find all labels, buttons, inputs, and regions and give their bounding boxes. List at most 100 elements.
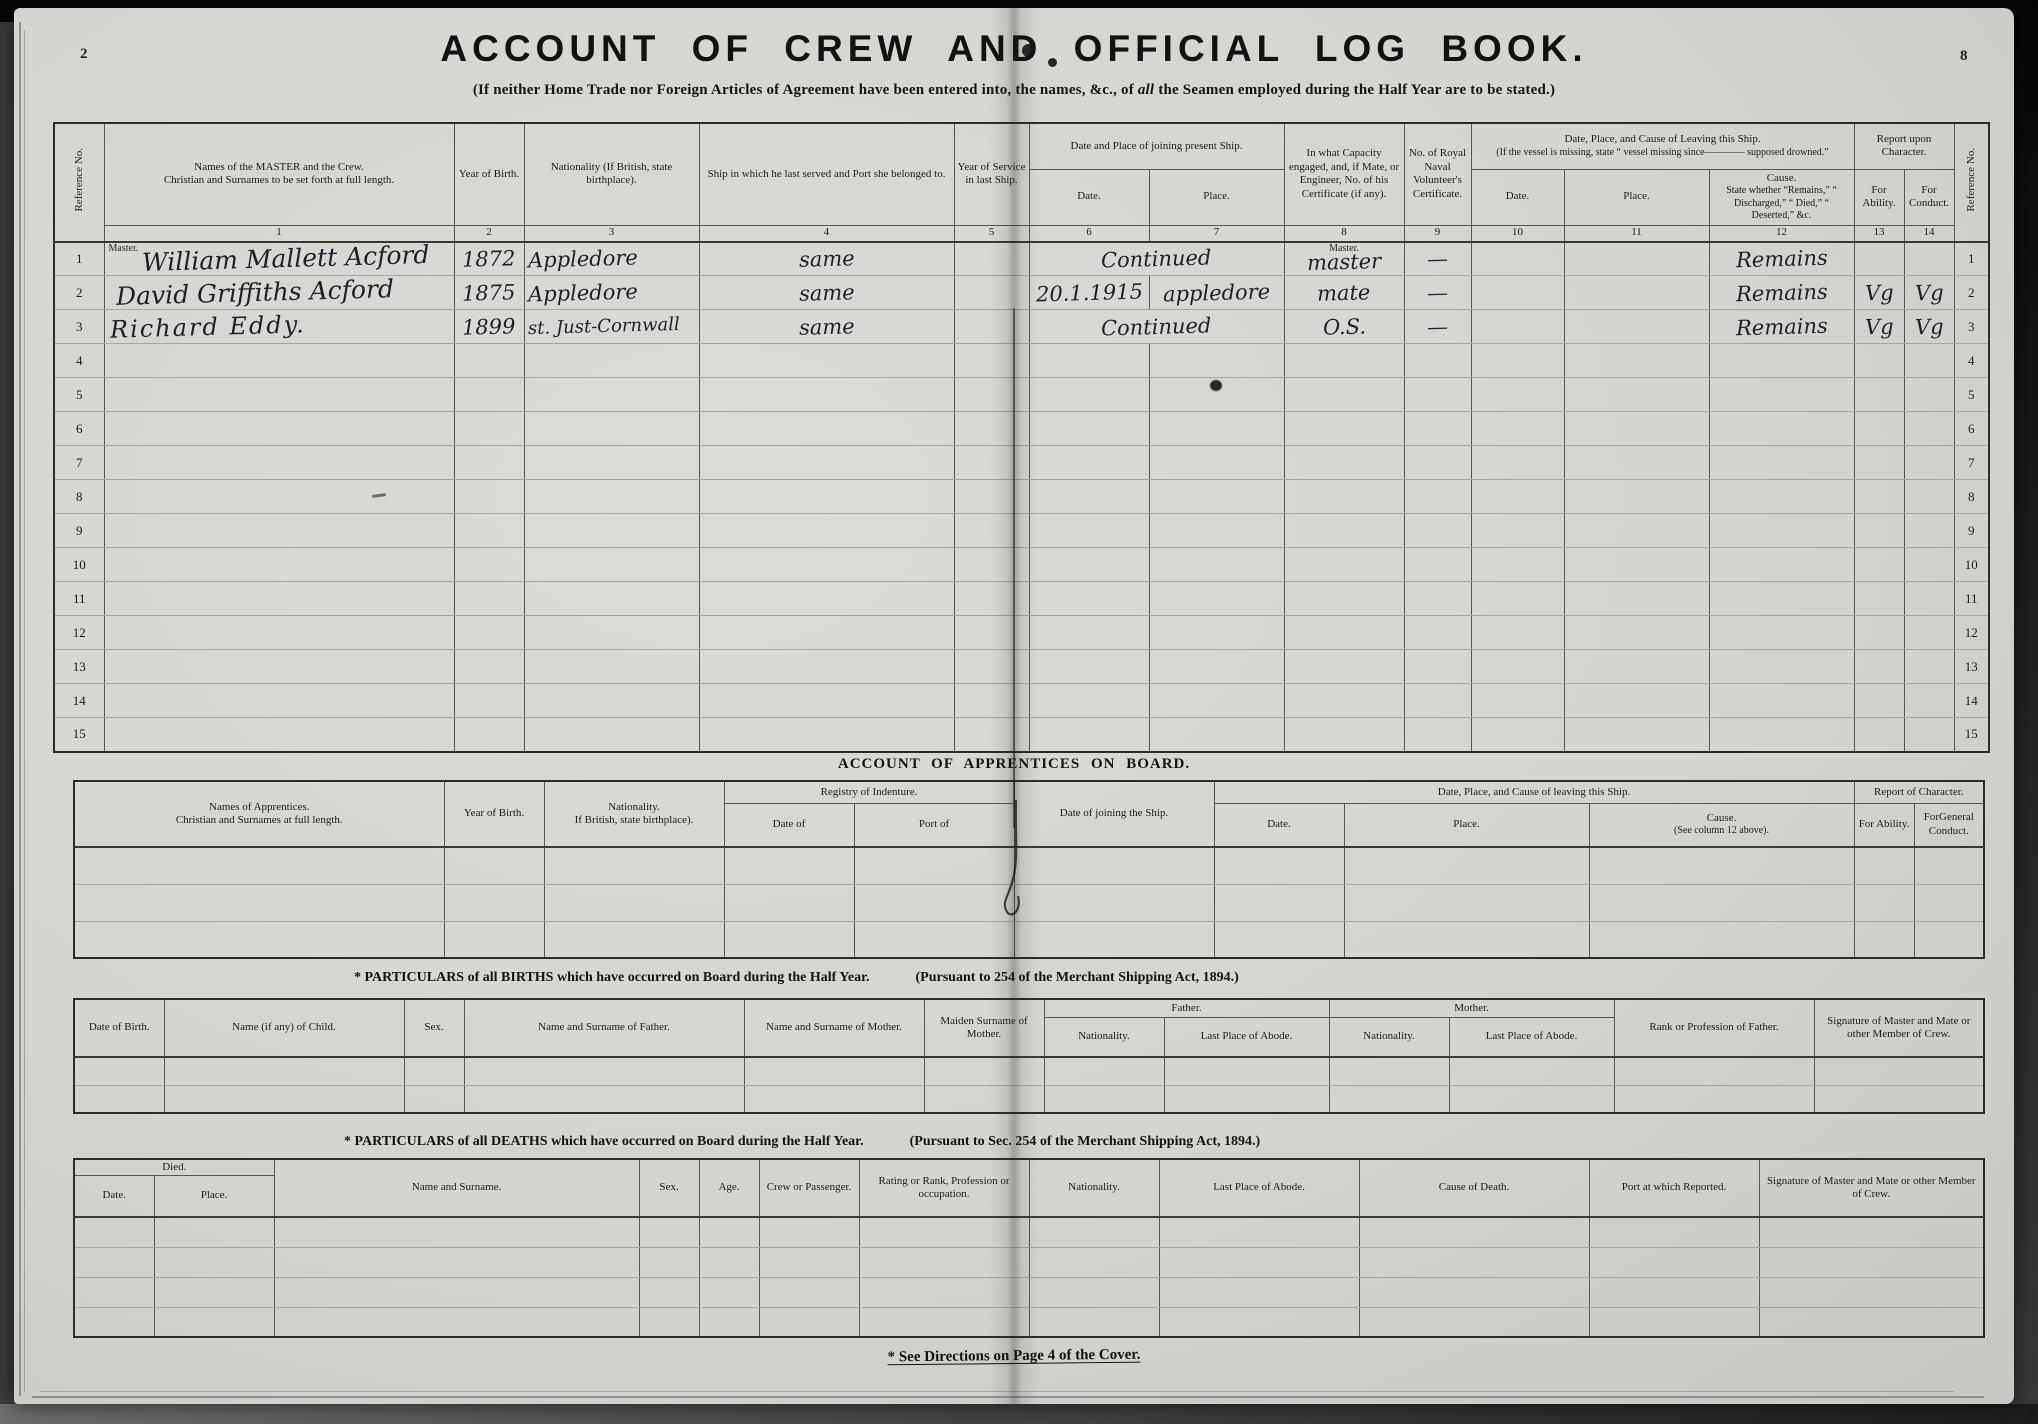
names-header: Names of the MASTER and the Crew. Christi… [103, 122, 455, 226]
joining-date-cell: 20.1.1915 [1028, 275, 1150, 310]
capacity-cell: mate [1283, 275, 1405, 310]
empty-cell [1158, 1276, 1360, 1308]
crew-name: Richard Eddy. [109, 309, 306, 344]
row-number: 5 [1953, 377, 1990, 412]
empty-cell [1913, 920, 1985, 959]
death-name-header: Name and Surname. [273, 1158, 640, 1218]
last-ship-cell: same [698, 241, 955, 276]
cause-entry: Remains [1735, 245, 1828, 273]
empty-cell [1813, 1056, 1985, 1086]
leaving-place-cell [1563, 275, 1710, 310]
empty-cell [698, 1216, 760, 1248]
leaving-group-header: Date, Place, and Cause of Leaving this S… [1470, 122, 1855, 170]
empty-cell [1708, 581, 1855, 616]
empty-cell [103, 547, 455, 582]
empty-cell [1028, 377, 1150, 412]
column-number: 5 [953, 224, 1030, 242]
empty-cell [698, 1306, 760, 1338]
year-of-service-cell [953, 241, 1030, 276]
rnv-cell: — [1403, 309, 1472, 344]
empty-cell [1148, 683, 1285, 718]
empty-cell [698, 717, 955, 752]
year-of-service-cell [953, 309, 1030, 344]
empty-cell [953, 649, 1030, 684]
empty-cell [1283, 411, 1405, 446]
death-row-empty [73, 1306, 1985, 1338]
row-number: 13 [1953, 649, 1990, 684]
capacity: master [1306, 248, 1382, 275]
year-of-service-cell [953, 275, 1030, 310]
rnv-entry: — [1426, 246, 1449, 272]
death-port-header: Port at which Reported. [1588, 1158, 1760, 1218]
empty-cell [1358, 1276, 1590, 1308]
reference-no-header-right: Reference No. [1953, 122, 1990, 242]
master-printed-label: Master. [1329, 242, 1359, 254]
empty-cell [1328, 1056, 1450, 1086]
empty-cell [953, 445, 1030, 480]
empty-cell [1148, 581, 1285, 616]
last-ship-cell: same [698, 309, 955, 344]
cause-header-line1: Cause. [1766, 172, 1797, 185]
empty-cell [1563, 343, 1710, 378]
empty-cell [453, 547, 525, 582]
birth-mother-name-header: Name and Surname of Mother. [743, 998, 925, 1058]
empty-cell [1708, 615, 1855, 650]
empty-cell [163, 1056, 405, 1086]
binding-thread [1003, 800, 1020, 916]
empty-cell [858, 1216, 1030, 1248]
deaths-section-title: * PARTICULARS of all DEATHS which have o… [344, 1134, 1260, 1150]
empty-cell [1028, 445, 1150, 480]
empty-cell [103, 683, 455, 718]
row-number: 8 [1953, 479, 1990, 514]
empty-cell [1853, 513, 1905, 548]
leaving-place-header: Place. [1563, 168, 1710, 226]
empty-cell [953, 343, 1030, 378]
empty-cell [1708, 343, 1855, 378]
empty-cell [698, 615, 955, 650]
empty-cell [1563, 649, 1710, 684]
empty-cell [523, 411, 700, 446]
row-number: 4 [1953, 343, 1990, 378]
empty-cell [73, 1084, 165, 1114]
report-group-header: Report upon Character. [1853, 122, 1955, 170]
empty-cell [1403, 649, 1472, 684]
leaving-group-line2: (If the vessel is missing, state “ vesse… [1496, 146, 1829, 158]
empty-cell [1448, 1056, 1615, 1086]
year-of-birth: 1899 [461, 313, 517, 340]
empty-cell [1213, 883, 1345, 922]
empty-cell [543, 920, 725, 959]
empty-cell [1563, 581, 1710, 616]
crew-row-empty: 13 13 [53, 649, 1990, 684]
empty-cell [1853, 377, 1905, 412]
empty-cell [1470, 513, 1565, 548]
empty-cell [73, 1306, 155, 1338]
ability-cell [1853, 241, 1905, 276]
for-conduct-header: For Conduct. [1903, 168, 1955, 226]
conduct-entry: Vg [1914, 280, 1944, 305]
year-of-birth-cell: 1875 [453, 275, 525, 310]
page-edge [40, 1391, 1954, 1392]
empty-cell [1148, 445, 1285, 480]
death-crew-passenger-header: Crew or Passenger. [758, 1158, 860, 1218]
empty-cell [1403, 479, 1472, 514]
empty-cell [103, 615, 455, 650]
empty-cell [523, 479, 700, 514]
row-number: 3 [53, 309, 105, 344]
row-number: 13 [53, 649, 105, 684]
empty-cell [1563, 683, 1710, 718]
crew-row: 1 Master. William Mallett Acford 1872 App… [53, 240, 1990, 277]
empty-cell [1158, 1246, 1360, 1278]
empty-cell [443, 846, 545, 885]
empty-cell [1853, 717, 1905, 752]
death-signature-header: Signature of Master and Mate or other Me… [1758, 1158, 1985, 1218]
empty-cell [1708, 649, 1855, 684]
empty-cell [1163, 1084, 1330, 1114]
joining-date-header: Date. [1028, 168, 1150, 226]
empty-cell [698, 343, 955, 378]
empty-cell [523, 513, 700, 548]
empty-cell [1343, 883, 1590, 922]
capacity-cell: Master. master [1283, 241, 1405, 276]
scanner-background-right [2014, 0, 2038, 1424]
empty-cell [453, 615, 525, 650]
